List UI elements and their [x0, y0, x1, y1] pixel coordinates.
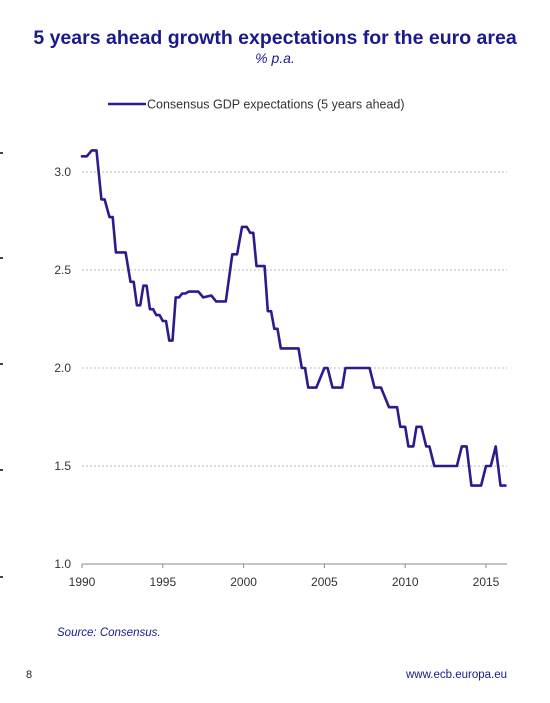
y-tick-label: 2.5: [54, 263, 71, 277]
x-tick-label: 1995: [149, 575, 176, 589]
y-tick-label: 1.0: [54, 557, 71, 571]
page-edge-mark: [0, 469, 3, 471]
x-tick-label: 2010: [392, 575, 419, 589]
y-tick-label: 2.0: [54, 361, 71, 375]
x-tick-label: 2015: [473, 575, 500, 589]
y-tick-label: 3.0: [54, 165, 71, 179]
page-edge-mark: [0, 152, 3, 154]
page-number: 8: [26, 669, 33, 681]
legend-label: Consensus GDP expectations (5 years ahea…: [147, 98, 405, 112]
x-tick-label: 2005: [311, 575, 338, 589]
chart-title: 5 years ahead growth expectations for th…: [33, 27, 517, 49]
source-note: Source: Consensus.: [57, 627, 161, 639]
page-edge-mark: [0, 576, 3, 578]
website-link[interactable]: www.ecb.europa.eu: [405, 669, 507, 681]
chart-subtitle: % p.a.: [255, 50, 295, 66]
y-tick-label: 1.5: [54, 459, 71, 473]
x-tick-label: 2000: [230, 575, 257, 589]
page-edge-mark: [0, 257, 3, 259]
page-edge-mark: [0, 363, 3, 365]
x-tick-label: 1990: [69, 575, 96, 589]
series-line-gdp-expectations: [80, 149, 507, 487]
